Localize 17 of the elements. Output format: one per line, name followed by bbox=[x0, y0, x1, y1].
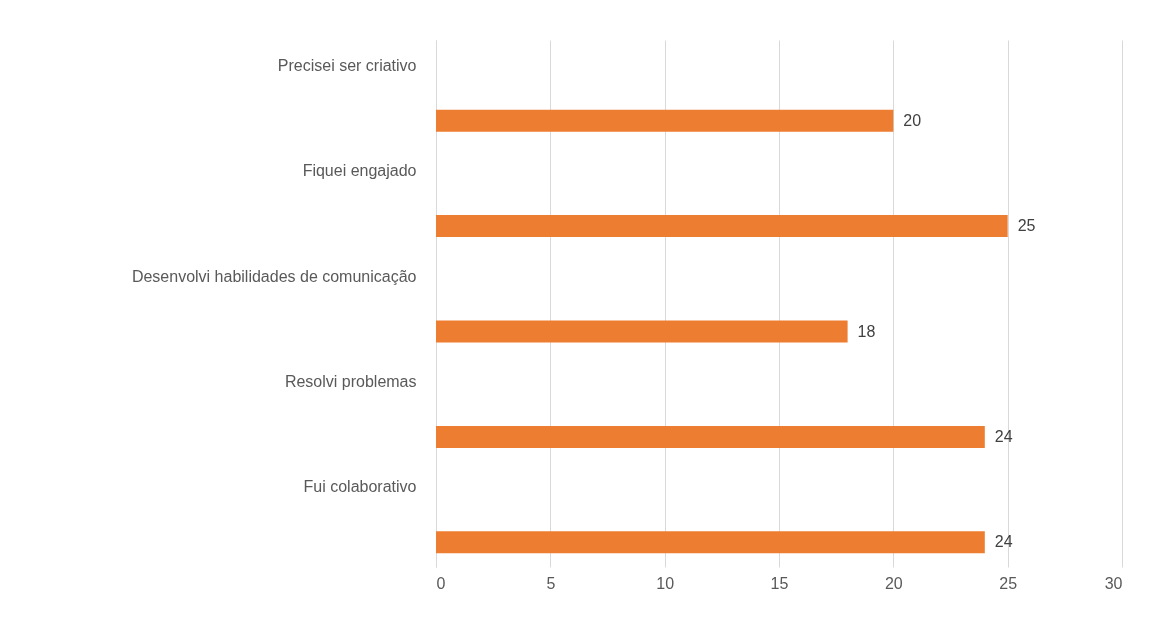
x-tick-label: 30 bbox=[1104, 574, 1123, 592]
y-tick-label: Precisei ser criativo bbox=[277, 56, 417, 74]
x-tick-label: 5 bbox=[546, 574, 556, 592]
y-tick-label: Fiquei engajado bbox=[302, 162, 417, 180]
x-tick-label: 25 bbox=[999, 574, 1018, 592]
y-tick-label: Desenvolvi habilidades de comunicação bbox=[131, 267, 417, 285]
x-tick-label: 0 bbox=[436, 574, 446, 592]
y-tick-label: Fui colaborativo bbox=[303, 478, 417, 496]
x-tick-label: 10 bbox=[656, 574, 675, 592]
data-label: 18 bbox=[857, 322, 876, 340]
data-label: 25 bbox=[1017, 217, 1036, 235]
data-label: 24 bbox=[994, 533, 1013, 551]
x-tick-label: 15 bbox=[770, 574, 789, 592]
y-tick-label: Resolvi problemas bbox=[284, 372, 417, 390]
x-tick-label: 20 bbox=[884, 574, 903, 592]
data-label: 24 bbox=[994, 427, 1013, 445]
data-label: 20 bbox=[903, 111, 922, 129]
